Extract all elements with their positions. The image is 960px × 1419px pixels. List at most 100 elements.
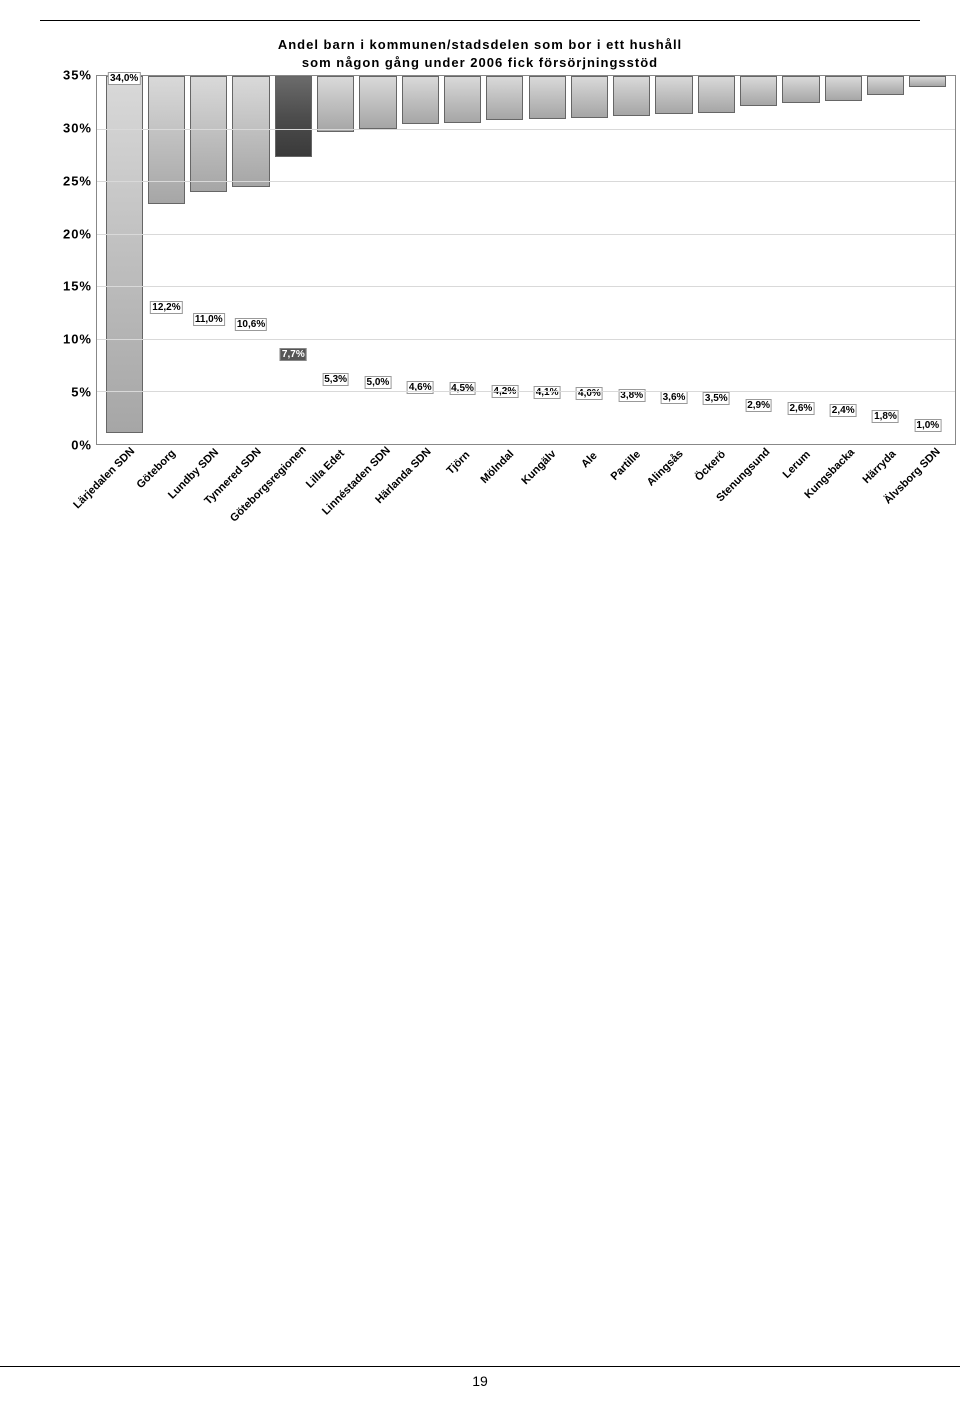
x-label: Mölndal [478, 448, 516, 486]
y-tick-label: 20% [40, 226, 92, 241]
bar-value-label: 34,0% [108, 72, 140, 85]
x-label: Tjörn [445, 449, 473, 477]
rule-bottom [0, 1366, 960, 1367]
bar-slot: 10,6% [230, 76, 272, 444]
bar-slot: 1,8% [864, 76, 906, 444]
bar-slot: 5,3% [314, 76, 356, 444]
x-label-slot: Göteborgsregionen [272, 445, 314, 565]
y-tick-label: 10% [40, 332, 92, 347]
x-label-slot: Lärjedalen SDN [102, 445, 144, 565]
bar-value-label: 1,0% [914, 419, 941, 432]
x-label-slot: Älvsborg SDN [908, 445, 950, 565]
bar-slot: 4,5% [441, 76, 483, 444]
x-label: Partille [609, 448, 643, 482]
y-tick-label: 0% [40, 438, 92, 453]
bar-slot: 4,0% [568, 76, 610, 444]
x-label: Härryda [860, 448, 898, 486]
grid-line [97, 391, 955, 392]
bar-value-label: 1,8% [872, 410, 899, 423]
x-label: Ale [579, 450, 600, 471]
bar-value-label: 3,5% [703, 392, 730, 405]
bars-container: 34,0% 12,2% 11,0% 10,6% 7,7% 5,3% 5,0% 4,6% 4,5%… [97, 76, 955, 444]
bar [825, 76, 862, 101]
bar-slot: 34,0% [103, 76, 145, 444]
bar-slot: 4,6% [399, 76, 441, 444]
bar [909, 76, 946, 87]
bar-slot: 3,5% [695, 76, 737, 444]
x-label-slot: Linnéstaden SDN [356, 445, 398, 565]
rule-top [40, 20, 920, 21]
x-label: Lärjedalen SDN [71, 445, 137, 511]
x-label-slot: Tjörn [441, 445, 483, 565]
bar [867, 76, 904, 95]
bar [232, 76, 269, 187]
bar-slot: 5,0% [357, 76, 399, 444]
y-tick-label: 15% [40, 279, 92, 294]
x-label-slot: Kungsbacka [823, 445, 865, 565]
bar-value-label: 2,9% [745, 399, 772, 412]
bar-slot: 2,6% [780, 76, 822, 444]
bar-slot: 3,8% [611, 76, 653, 444]
grid-line [97, 339, 955, 340]
bar [782, 76, 819, 103]
x-label-slot: Alingsås [653, 445, 695, 565]
chart-title: Andel barn i kommunen/stadsdelen som bor… [0, 36, 960, 72]
title-line-2: som någon gång under 2006 fick försörjni… [302, 55, 658, 70]
bar-value-label: 11,0% [193, 313, 225, 326]
bar [529, 76, 566, 119]
grid-line [97, 286, 955, 287]
footer: 19 [0, 1366, 960, 1389]
y-tick-label: 25% [40, 173, 92, 188]
bar-value-label: 3,6% [661, 391, 688, 404]
bar-slot: 2,4% [822, 76, 864, 444]
bar-value-label: 5,3% [322, 373, 349, 386]
bar-value-label: 4,0% [576, 387, 603, 400]
x-label-slot: Härryda [865, 445, 907, 565]
title-line-1: Andel barn i kommunen/stadsdelen som bor… [278, 37, 682, 52]
plot-area: 34,0% 12,2% 11,0% 10,6% 7,7% 5,3% 5,0% 4,6% 4,5%… [96, 75, 956, 445]
bar [698, 76, 735, 113]
bar-value-label: 5,0% [365, 376, 392, 389]
x-label-slot: Lerum [781, 445, 823, 565]
bar [571, 76, 608, 118]
x-axis-labels: Lärjedalen SDNGöteborgLundby SDNTynnered… [96, 445, 956, 565]
bar [444, 76, 481, 123]
x-label-slot: Göteborg [144, 445, 186, 565]
bar-slot: 11,0% [188, 76, 230, 444]
bar-slot: 1,0% [907, 76, 949, 444]
page-number: 19 [0, 1373, 960, 1389]
bar [740, 76, 777, 106]
bar [317, 76, 354, 132]
bar [148, 76, 185, 204]
bar-value-label: 7,7% [280, 348, 307, 361]
bar-slot: 3,6% [653, 76, 695, 444]
x-label-slot: Ale [568, 445, 610, 565]
bar [486, 76, 523, 120]
x-label-slot: Mölndal [484, 445, 526, 565]
x-label-slot: Partille [611, 445, 653, 565]
y-tick-label: 5% [40, 385, 92, 400]
page: Andel barn i kommunen/stadsdelen som bor… [0, 0, 960, 1419]
y-axis-labels: 0%5%10%15%20%25%30%35% [40, 75, 92, 445]
bar-value-label: 2,4% [830, 404, 857, 417]
bar [106, 76, 143, 433]
bar-slot: 4,1% [526, 76, 568, 444]
bar-value-label: 2,6% [787, 402, 814, 415]
x-label-slot: Stenungsund [738, 445, 780, 565]
bar [359, 76, 396, 129]
bar-slot: 4,2% [484, 76, 526, 444]
x-label: Lerum [780, 449, 812, 481]
bar-value-label: 12,2% [150, 301, 182, 314]
grid-line [97, 129, 955, 130]
x-label: Öckerö [693, 448, 728, 483]
bar [613, 76, 650, 116]
bar-slot: 2,9% [737, 76, 779, 444]
bar [402, 76, 439, 124]
bar [275, 76, 312, 157]
x-label: Kungälv [520, 448, 559, 487]
bar-value-label: 10,6% [235, 318, 267, 331]
chart: 0%5%10%15%20%25%30%35% 34,0%12,2%11,0%10… [96, 75, 956, 565]
grid-line [97, 234, 955, 235]
grid-line [97, 181, 955, 182]
bar-value-label: 4,5% [449, 382, 476, 395]
